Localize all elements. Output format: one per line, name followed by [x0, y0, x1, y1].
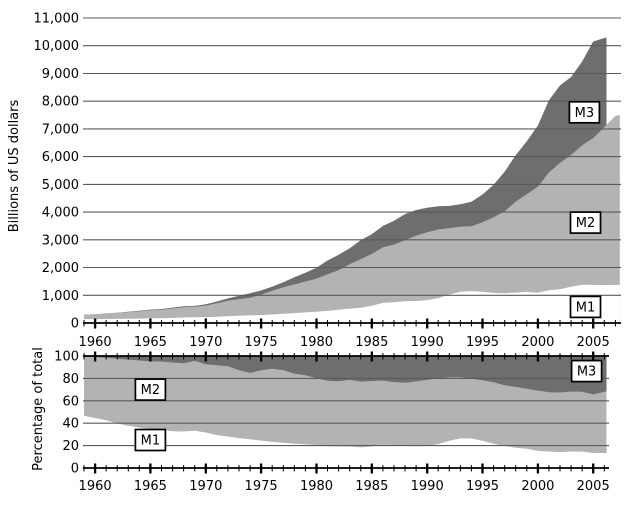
- dollars-xtick-label: 1960: [79, 335, 112, 350]
- dollars-ytick-label: 10,000: [34, 39, 80, 54]
- dollars-xtick-label: 2000: [521, 335, 554, 350]
- percent-area-m1: [84, 415, 607, 468]
- percent-xtick-label: 1980: [300, 479, 333, 494]
- dollars-xtick-label: 1980: [300, 335, 333, 350]
- percent-ytick-label: 0: [71, 462, 79, 477]
- dollars-area-m1: [84, 284, 620, 323]
- percent-xtick-label: 1995: [466, 479, 499, 494]
- percent-xtick-label: 1975: [245, 479, 278, 494]
- percent-ylabel: Percentage of total: [31, 347, 46, 471]
- dollars-ytick-label: 9,000: [42, 67, 79, 82]
- percent-xtick-label: 1970: [189, 479, 222, 494]
- dollars-ytick-label: 11,000: [34, 12, 80, 27]
- dollars-label-box-m2: [569, 211, 602, 234]
- dollars-xtick-label: 1995: [466, 335, 499, 350]
- dollars-ytick-label: 7,000: [42, 122, 79, 137]
- chart-dollars: 0 1,000 2,000 3,000 4,000 5,000 6,000 7,000 8,00…: [7, 12, 621, 350]
- dollars-xtick-label: 1985: [355, 335, 388, 350]
- dollars-ytick-label: 3,000: [42, 233, 79, 248]
- chart-percent: 0 20 40 60 80 100 1960 1965 1970 1975 1980 1985 1990…: [31, 347, 610, 494]
- dollars-ytick-label: 0: [71, 317, 79, 332]
- dollars-ytick-label: 2,000: [42, 261, 79, 276]
- dollars-ytick-label: 4,000: [42, 206, 79, 221]
- dollars-ytick-label: 1,000: [42, 289, 79, 304]
- percent-xtick-label: 1960: [79, 479, 112, 494]
- percent-label-box-m3: [570, 359, 603, 383]
- percent-series-label-m2: M2: [141, 383, 161, 398]
- dollars-series-label-m3: M3: [575, 106, 595, 121]
- percent-ytick-label: 80: [62, 372, 79, 387]
- percent-ytick-label: 100: [54, 350, 79, 365]
- dollars-xtick-label: 1970: [189, 335, 222, 350]
- percent-xtick-label: 1985: [355, 479, 388, 494]
- dollars-series-label-m1: M1: [576, 300, 596, 315]
- dollars-label-box-m3: [568, 100, 601, 124]
- percent-ytick-label: 60: [62, 394, 79, 409]
- percent-xtick-label: 2000: [521, 479, 554, 494]
- dollars-label-box-m1: [569, 295, 602, 319]
- percent-xtick-label: 1965: [134, 479, 167, 494]
- dollars-xtick-label: 1975: [245, 335, 278, 350]
- dollars-ylabel: Billions of US dollars: [7, 100, 22, 233]
- dollars-series-label-m2: M2: [576, 216, 596, 231]
- dollars-xtick-label: 2005: [577, 335, 610, 350]
- percent-ytick-label: 40: [62, 417, 79, 432]
- percent-label-box-m1: [134, 428, 167, 452]
- dollars-xtick-label: 1990: [411, 335, 444, 350]
- dollars-xtick-label: 1965: [134, 335, 167, 350]
- percent-xtick-label: 1990: [411, 479, 444, 494]
- percent-xtick-label: 2005: [577, 479, 610, 494]
- percent-series-label-m3: M3: [577, 365, 597, 380]
- dollars-ytick-label: 6,000: [42, 150, 79, 165]
- dollars-ytick-label: 8,000: [42, 95, 79, 110]
- percent-label-box-m2: [134, 378, 167, 401]
- dollars-area-m2: [84, 115, 620, 323]
- percent-series-label-m1: M1: [141, 434, 161, 449]
- percent-ytick-label: 20: [62, 439, 79, 454]
- dollars-ytick-label: 5,000: [42, 178, 79, 193]
